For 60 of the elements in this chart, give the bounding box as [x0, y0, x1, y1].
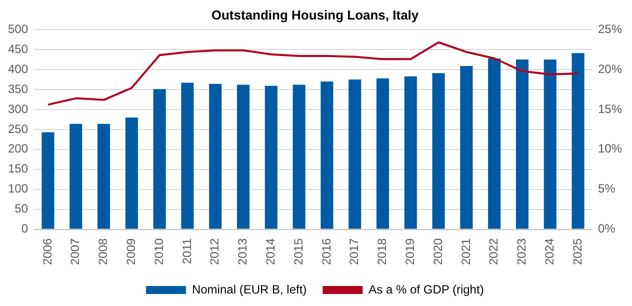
bar	[348, 80, 362, 229]
x-tick-label: 2015	[291, 238, 306, 266]
bar	[432, 73, 445, 229]
bar	[544, 60, 556, 229]
y2-tick-label: 25%	[598, 22, 622, 36]
x-tick-label: 2014	[263, 238, 278, 266]
legend-label: Nominal (EUR B, left)	[192, 282, 307, 296]
x-tick-label: 2018	[375, 238, 390, 266]
x-tick-label: 2012	[208, 238, 222, 266]
x-tick-label: 2011	[180, 238, 194, 264]
bar	[264, 86, 278, 229]
x-tick-label: 2006	[40, 238, 54, 266]
x-tick-label: 2019	[402, 238, 417, 266]
y2-tick-label: 5%	[598, 182, 616, 196]
x-tick-label: 2020	[430, 238, 445, 266]
y-tick-label: 250	[8, 122, 28, 136]
chart-title: Outstanding Housing Loans, Italy	[211, 7, 420, 22]
bar	[42, 132, 54, 229]
bar	[181, 82, 194, 229]
y-tick-label: 150	[8, 162, 28, 176]
y-tick-label: 450	[8, 42, 28, 56]
y-tick-label: 500	[8, 22, 28, 36]
bar	[404, 76, 417, 229]
bar	[572, 53, 584, 229]
bar	[236, 84, 250, 229]
x-tick-label: 2008	[96, 238, 110, 266]
bar	[153, 89, 166, 229]
bar	[292, 84, 306, 229]
x-tick-label: 2025	[570, 238, 584, 266]
bar	[97, 124, 110, 229]
y2-tick-label: 0%	[598, 222, 616, 236]
bar	[488, 58, 501, 229]
x-tick-label: 2007	[68, 238, 82, 266]
bar	[460, 66, 473, 229]
y-tick-label: 350	[8, 82, 28, 96]
y-tick-label: 400	[8, 62, 28, 76]
bar	[70, 124, 82, 229]
x-tick-label: 2013	[236, 238, 250, 266]
legend-label: As a % of GDP (right)	[368, 282, 484, 296]
bar	[516, 60, 529, 229]
y-tick-label: 50	[14, 202, 28, 216]
bar	[209, 84, 222, 229]
y2-tick-label: 20%	[598, 62, 622, 76]
x-tick-label: 2016	[319, 238, 334, 266]
y-tick-label: 100	[8, 182, 28, 196]
y-tick-label: 200	[8, 142, 28, 156]
x-tick-label: 2009	[124, 238, 138, 266]
y2-tick-label: 15%	[598, 102, 622, 116]
bar	[320, 82, 334, 229]
bar	[376, 78, 390, 229]
y-tick-label: 0	[21, 222, 28, 236]
y-tick-label: 300	[8, 102, 28, 116]
x-tick-label: 2022	[486, 238, 501, 266]
x-tick-label: 2010	[152, 238, 166, 266]
x-tick-label: 2023	[514, 238, 529, 266]
y2-tick-label: 10%	[598, 142, 622, 156]
x-tick-label: 2024	[542, 238, 556, 266]
x-tick-label: 2021	[458, 238, 473, 266]
bar	[125, 117, 138, 229]
x-tick-label: 2017	[347, 238, 362, 266]
